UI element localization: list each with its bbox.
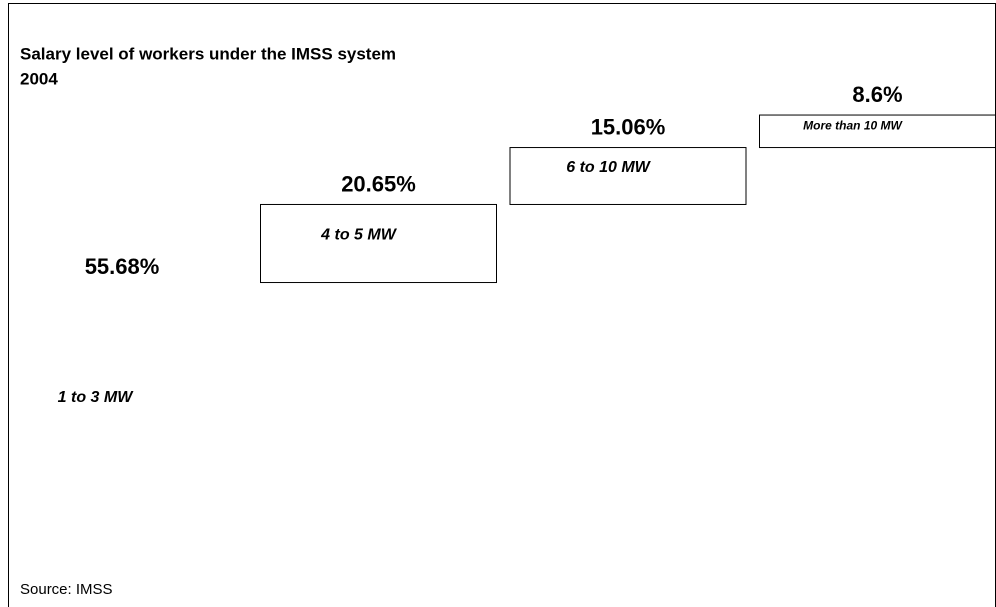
category-label: 6 to 10 MW (566, 159, 651, 176)
category-label: More than 10 MW (803, 118, 903, 132)
frame (8, 3, 996, 607)
step-box (11, 282, 249, 494)
value-label: 8.6% (852, 82, 902, 107)
chart-subtitle: 2004 (20, 69, 58, 88)
category-label: 4 to 5 MW (320, 227, 398, 244)
chart-title: Salary level of workers under the IMSS s… (20, 44, 396, 63)
value-label: 55.68% (85, 254, 160, 279)
source: Source: IMSS (20, 581, 113, 598)
value-label: 15.06% (591, 114, 666, 139)
category-label: 1 to 3 MW (58, 389, 135, 406)
value-label: 20.65% (341, 171, 416, 196)
step-box (260, 203, 497, 284)
step-box (509, 147, 747, 205)
